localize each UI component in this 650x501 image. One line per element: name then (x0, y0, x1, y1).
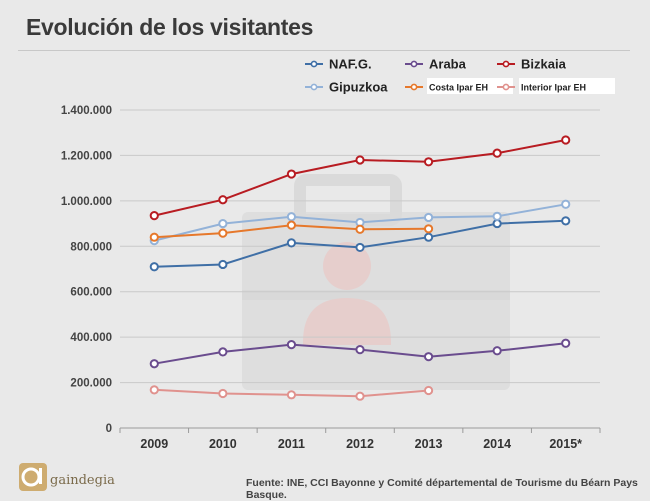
data-point-gipuzkoa (286, 212, 297, 222)
logo: gaindegia (18, 460, 115, 494)
data-point-bizkaia (492, 148, 502, 158)
legend-label-bg (519, 78, 615, 94)
series-costa-ipar-eh (149, 220, 434, 242)
data-point-interior-ipar-eh (423, 385, 434, 396)
data-point-naf-g (286, 238, 297, 248)
x-tick-label: 2015* (549, 437, 582, 451)
legend-marker-gipuzkoa (310, 83, 318, 91)
legend-label-gipuzkoa: Gipuzkoa (329, 80, 388, 95)
data-point-araba (355, 345, 365, 355)
title-divider (18, 50, 630, 51)
y-tick-label: 400.000 (70, 332, 112, 344)
data-point-interior-ipar-eh (149, 385, 159, 395)
y-tick-label: 800.000 (70, 241, 112, 253)
legend-marker-naf-g (310, 60, 318, 68)
y-tick-label: 200.000 (70, 378, 112, 390)
data-point-bizkaia (149, 211, 159, 221)
data-point-naf-g (149, 262, 159, 272)
data-point-gipuzkoa (423, 212, 434, 223)
data-point-naf-g (492, 218, 502, 229)
data-point-gipuzkoa (492, 211, 502, 221)
series-naf-g (149, 216, 571, 272)
data-point-bizkaia (423, 157, 434, 167)
y-tick-label: 0 (106, 423, 112, 435)
data-point-bizkaia (286, 169, 297, 179)
data-point-naf-g (218, 259, 228, 270)
logo-mark-letter: g (50, 472, 59, 488)
series-araba (149, 338, 571, 369)
gaindegia-logo-icon (19, 463, 47, 491)
legend-marker-araba (410, 60, 418, 68)
data-point-costa-ipar-eh (423, 224, 434, 234)
data-point-bizkaia (218, 195, 228, 205)
source-note: Fuente: INE, CCI Bayonne y Comité départ… (246, 477, 638, 501)
data-point-gipuzkoa (561, 199, 571, 209)
page-title: Evolución de los visitantes (26, 14, 314, 40)
data-point-bizkaia (561, 135, 571, 145)
legend-label-bg (427, 78, 513, 94)
legend-marker-costa-ipar-eh (410, 83, 418, 91)
data-point-araba (561, 338, 571, 348)
x-tick-label: 2009 (140, 437, 168, 451)
logo-text: gaindegia (50, 473, 115, 488)
y-tick-label: 1.000.000 (61, 196, 112, 208)
data-point-araba (286, 340, 297, 350)
data-point-araba (492, 346, 502, 356)
data-point-costa-ipar-eh (149, 232, 159, 242)
data-point-costa-ipar-eh (286, 220, 297, 230)
data-point-costa-ipar-eh (218, 228, 228, 238)
y-tick-label: 1.400.000 (61, 105, 112, 117)
series-interior-ipar-eh (149, 385, 434, 401)
legend-label-araba: Araba (429, 57, 467, 72)
data-point-interior-ipar-eh (218, 388, 228, 399)
legend-marker-bizkaia (502, 60, 510, 68)
x-tick-label: 2014 (483, 437, 511, 451)
logo-wordmark: aindegia (58, 472, 115, 488)
suitcase-watermark-icon (242, 174, 510, 390)
data-point-naf-g (561, 216, 571, 226)
data-point-naf-g (423, 232, 434, 242)
legend-label-costa-ipar-eh: Costa Ipar EH (429, 83, 488, 93)
legend-label-interior-ipar-eh: Interior Ipar EH (521, 83, 586, 93)
legend-label-bizkaia: Bizkaia (521, 57, 567, 72)
data-point-gipuzkoa (218, 218, 228, 229)
x-tick-label: 2011 (278, 437, 305, 451)
data-point-bizkaia (355, 155, 365, 165)
data-point-naf-g (355, 242, 365, 253)
data-point-araba (423, 352, 434, 362)
y-tick-label: 1.200.000 (61, 150, 112, 162)
y-tick-label: 600.000 (70, 287, 112, 299)
data-point-interior-ipar-eh (286, 390, 297, 400)
series-bizkaia (149, 135, 571, 221)
data-point-araba (218, 347, 228, 357)
data-point-interior-ipar-eh (355, 391, 365, 401)
legend-label-naf-g: NAF.G. (329, 57, 372, 72)
legend-marker-interior-ipar-eh (502, 83, 510, 91)
x-tick-label: 2013 (415, 437, 443, 451)
data-point-araba (149, 359, 159, 369)
x-tick-label: 2012 (346, 437, 374, 451)
series-gipuzkoa (149, 199, 571, 246)
data-point-costa-ipar-eh (355, 224, 365, 234)
x-tick-label: 2010 (209, 437, 237, 451)
